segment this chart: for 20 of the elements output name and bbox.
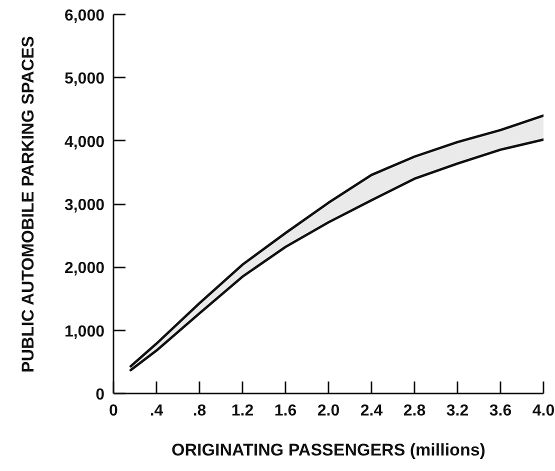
y-tick-label: 4,000 [64, 134, 105, 151]
x-tick-label: 1.6 [274, 402, 297, 420]
y-tick-label: 3,000 [64, 197, 105, 214]
x-tick-label: 3.2 [446, 402, 469, 420]
x-tick-label: 2.8 [403, 402, 426, 420]
x-tick-label: 3.6 [489, 402, 512, 420]
x-tick-label: 0 [109, 402, 118, 420]
y-tick-label: 2,000 [64, 260, 105, 278]
x-tick-label: .4 [150, 402, 164, 420]
x-tick-label: 4.0 [532, 402, 555, 420]
x-axis-title: ORIGINATING PASSENGERS (millions) [172, 440, 486, 460]
y-tick-label: 5,000 [64, 70, 105, 88]
x-tick-label: 1.2 [231, 402, 254, 420]
x-tick-label: 2.0 [317, 402, 340, 420]
x-tick-label: .8 [192, 402, 206, 420]
y-axis-title: PUBLIC AUTOMOBILE PARKING SPACES [18, 36, 38, 373]
y-tick-label: 1,000 [64, 323, 105, 340]
y-tick-label: 0 [96, 386, 105, 404]
x-tick-label: 2.4 [360, 402, 383, 420]
y-tick-label: 6,000 [64, 8, 105, 24]
